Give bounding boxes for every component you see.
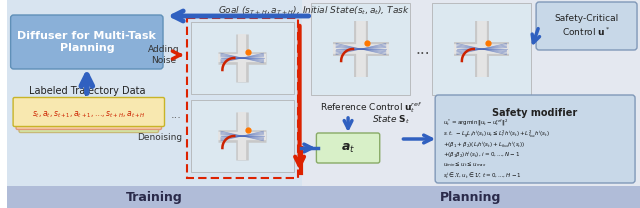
Bar [312, 3, 410, 95]
Text: $+(\beta_1\beta_2)h^i(s_t),\,i=0,\ldots,N-1$: $+(\beta_1\beta_2)h^i(s_t),\,i=0,\ldots,… [443, 150, 520, 160]
Text: Reference Control $\mathbf{u}_t^{ref}$: Reference Control $\mathbf{u}_t^{ref}$ [319, 100, 422, 115]
Text: $u_{min}\leq u_t\leq u_{max}$: $u_{min}\leq u_t\leq u_{max}$ [443, 160, 486, 169]
Text: Adding
Noise: Adding Noise [148, 45, 180, 65]
FancyBboxPatch shape [16, 100, 161, 130]
Text: Safety modifier: Safety modifier [492, 108, 578, 118]
Bar [6, 186, 640, 208]
FancyBboxPatch shape [11, 15, 163, 69]
Text: $u_t^* = \mathrm{argmin}\, \Vert u_t - u_t^{ref}\Vert^2$: $u_t^* = \mathrm{argmin}\, \Vert u_t - u… [443, 118, 508, 128]
Text: $s.t.\,-L_gL_fh^i(s_t)\,u_t \leq L_f^2h^i(s_t)+L_{f_{aux}}^2h^i(s_t)$: $s.t.\,-L_gL_fh^i(s_t)\,u_t \leq L_f^2h^… [443, 129, 550, 140]
Bar [191, 100, 294, 172]
Text: ...: ... [415, 42, 430, 57]
Text: ...: ... [171, 110, 182, 120]
Text: $\boldsymbol{a}_t$: $\boldsymbol{a}_t$ [341, 141, 355, 155]
Text: $s_t, a_t, s_{t+1}, a_{t+1}, \ldots, s_{t+H}, a_{t+H}$: $s_t, a_t, s_{t+1}, a_{t+1}, \ldots, s_{… [32, 110, 146, 120]
FancyBboxPatch shape [435, 95, 635, 183]
Bar [301, 0, 640, 186]
Text: Safety-Critical
Control $\mathbf{u}^*$: Safety-Critical Control $\mathbf{u}^*$ [554, 14, 619, 38]
Bar [191, 22, 294, 94]
FancyBboxPatch shape [536, 2, 637, 50]
FancyBboxPatch shape [316, 133, 380, 163]
Text: Denoising: Denoising [137, 132, 182, 141]
Text: $+(\beta_1+\beta_2)(L_fh^i(s_t)+L_{f_{aux}}h^i(s_t))$: $+(\beta_1+\beta_2)(L_fh^i(s_t)+L_{f_{au… [443, 139, 525, 150]
Text: State $\mathbf{S}_t$: State $\mathbf{S}_t$ [372, 114, 410, 126]
FancyBboxPatch shape [13, 98, 164, 126]
Bar [187, 18, 298, 178]
Bar [432, 3, 531, 95]
Text: $s_t^i\in\mathcal{X},\,u_t\in\mathcal{U},\,t=0,\ldots,H-1$: $s_t^i\in\mathcal{X},\,u_t\in\mathcal{U}… [443, 171, 522, 181]
Text: Planning: Planning [440, 191, 502, 203]
Text: Labeled Trajectory Data: Labeled Trajectory Data [29, 86, 145, 96]
Text: Training: Training [125, 191, 182, 203]
Text: Goal ($s_{T+H}, a_{T+H}$), Initial State($s_t, a_t$), Task: Goal ($s_{T+H}, a_{T+H}$), Initial State… [218, 5, 410, 17]
FancyBboxPatch shape [19, 104, 159, 132]
Text: Diffuser for Multi-Task
Planning: Diffuser for Multi-Task Planning [17, 31, 156, 53]
Bar [6, 0, 301, 186]
